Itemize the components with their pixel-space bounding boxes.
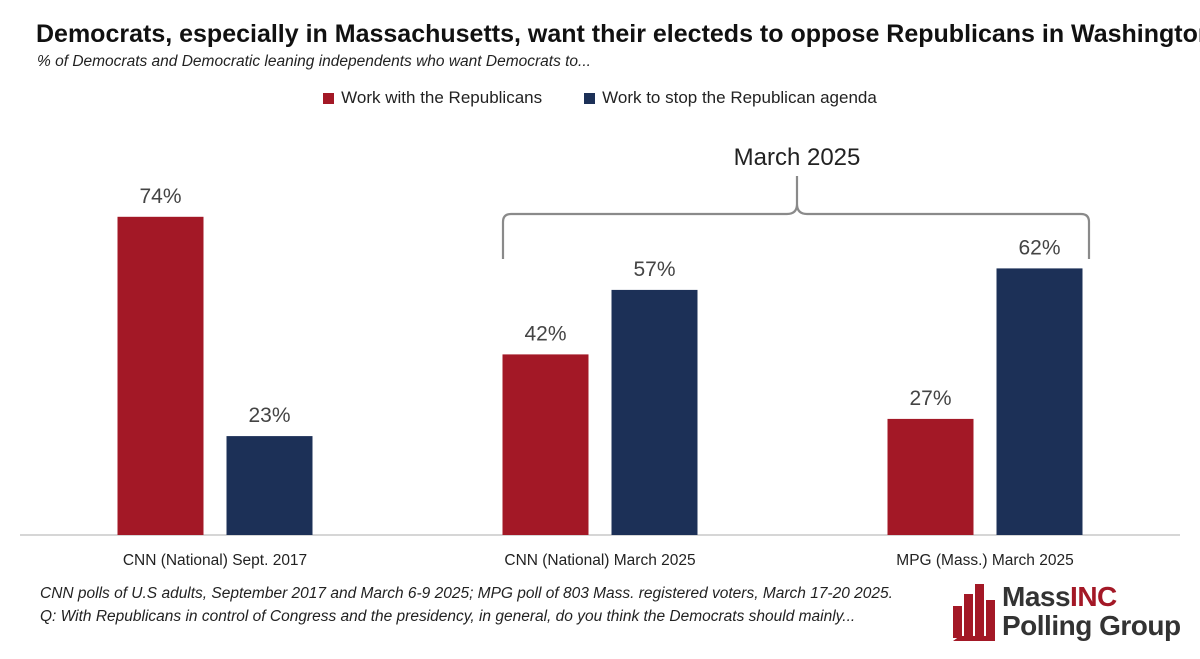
source-note-line1: CNN polls of U.S adults, September 2017 … <box>40 585 893 602</box>
bar-work-with-1 <box>502 354 589 535</box>
legend-swatch-work-with <box>323 92 335 104</box>
chart-title: Democrats, especially in Massachusetts, … <box>36 20 1200 48</box>
legend-item-stop: Work to stop the Republican agenda <box>584 88 877 108</box>
source-notes: CNN polls of U.S adults, September 2017 … <box>40 582 893 628</box>
bar-work-with-0 <box>117 216 204 536</box>
category-label-2: MPG (Mass.) March 2025 <box>896 552 1073 569</box>
logo-wordmark: MassINC Polling Group <box>1002 582 1181 640</box>
data-label-work-with-0: 74% <box>139 185 181 208</box>
data-label-stop-2: 62% <box>1018 236 1060 259</box>
legend-label-work-with: Work with the Republicans <box>341 88 543 107</box>
source-note-line2: Q: With Republicans in control of Congre… <box>40 608 856 625</box>
bar-chart: 74% 23% CNN (National) Sept. 2017 42% 57% CNN… <box>20 144 1180 569</box>
data-label-work-with-2: 27% <box>909 387 951 410</box>
bar-work-with-2 <box>887 418 974 535</box>
legend-item-work-with: Work with the Republicans <box>323 88 542 108</box>
bar-stop-1 <box>611 289 698 535</box>
massinc-logo: MassINC Polling Group <box>950 582 1190 646</box>
logo-inc: INC <box>1070 581 1117 612</box>
bar-stop-2 <box>996 268 1083 535</box>
logo-mass: Mass <box>1002 581 1071 612</box>
bar-stop-0 <box>226 436 313 535</box>
logo-polling-group: Polling Group <box>1002 610 1181 641</box>
chart-subtitle: % of Democrats and Democratic leaning in… <box>37 53 591 70</box>
data-label-stop-0: 23% <box>248 404 290 427</box>
category-label-0: CNN (National) Sept. 2017 <box>123 552 307 569</box>
data-label-stop-1: 57% <box>633 258 675 281</box>
category-label-1: CNN (National) March 2025 <box>504 552 695 569</box>
data-label-work-with-1: 42% <box>524 322 566 345</box>
bar-chart-logo-icon <box>953 584 995 641</box>
bracket-label: March 2025 <box>734 144 861 171</box>
march-2025-bracket <box>501 176 1091 259</box>
legend: Work with the Republicans Work to stop t… <box>0 88 1200 108</box>
legend-swatch-stop <box>584 92 596 104</box>
legend-label-stop: Work to stop the Republican agenda <box>602 88 877 107</box>
